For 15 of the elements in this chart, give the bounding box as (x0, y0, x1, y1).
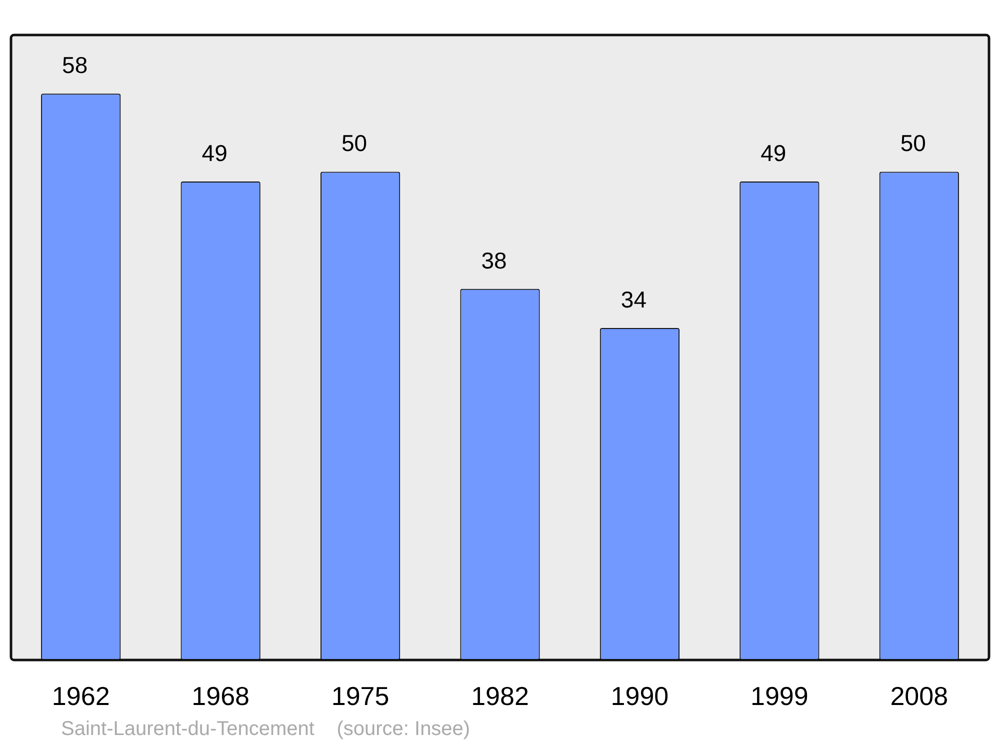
data-label: 50 (900, 130, 926, 156)
x-tick-label: 1999 (750, 680, 808, 711)
data-label: 49 (760, 140, 786, 166)
data-label: 49 (202, 140, 228, 166)
x-tick-label: 1968 (192, 680, 250, 711)
text: Saint-Laurent-du-Tencement (source: Insee) (61, 718, 470, 741)
data-label: 34 (620, 286, 647, 312)
x-tick-label: 1962 (52, 680, 110, 711)
x-tick-label: 1982 (471, 680, 529, 711)
data-label: 50 (341, 130, 368, 156)
x-tick-label: 1975 (331, 680, 390, 711)
data-label: 38 (481, 247, 507, 274)
x-tick-label: 1990 (610, 680, 669, 711)
data-label: 58 (62, 52, 88, 78)
x-tick-label: 2008 (890, 680, 948, 711)
